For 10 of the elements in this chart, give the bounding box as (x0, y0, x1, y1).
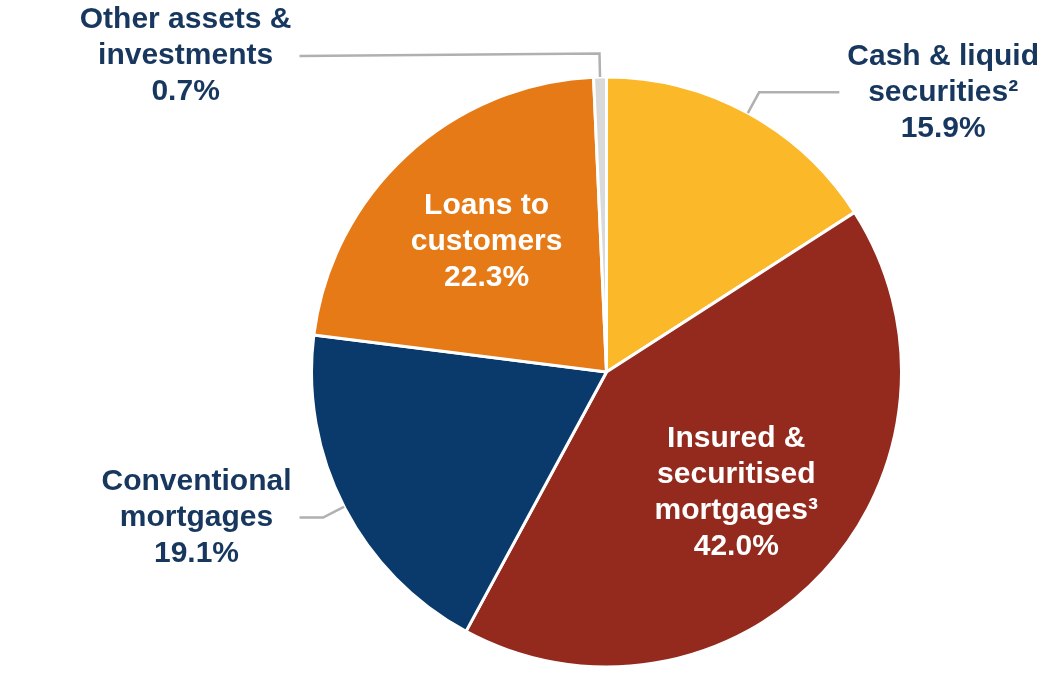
data-label: 0.7% (151, 73, 220, 107)
slice-label: Cash & liquid securities² (847, 37, 1040, 107)
data-label: 22.3% (444, 259, 530, 293)
data-label: 15.9% (900, 109, 986, 143)
slice-label: Loans to customers (410, 187, 563, 257)
slice-label: Insured & securitised mortgages³ (654, 419, 818, 525)
slice-label: Conventional mortgages (101, 462, 292, 532)
data-label: 19.1% (153, 534, 240, 568)
data-label: 42.0% (693, 527, 779, 561)
slice-label: Other assets & investments (79, 1, 292, 71)
